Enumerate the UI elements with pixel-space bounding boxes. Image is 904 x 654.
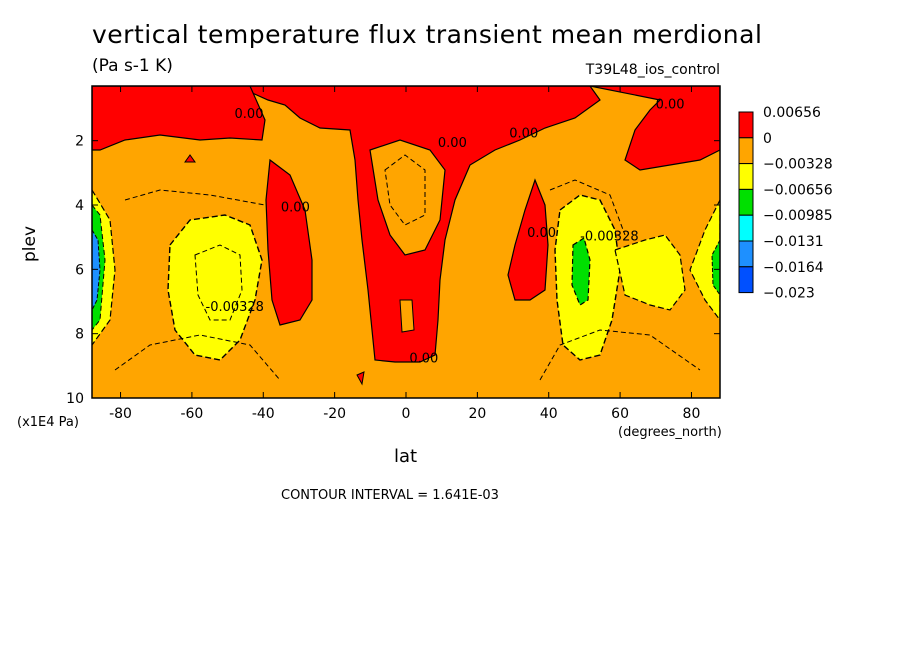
x-tick-label: -40	[252, 406, 275, 422]
y-tick-label: 2	[75, 134, 84, 150]
legend-swatch	[738, 111, 754, 139]
contour-labels: 0.00 0.00 0.00 0.00 0.00 0.00 0.00 -0.00328 -0.0…	[206, 98, 685, 367]
x-tick-label: -80	[109, 406, 132, 422]
contour-label: 0.00	[656, 98, 685, 113]
legend-swatch	[738, 188, 754, 216]
contour-label: 0.00	[509, 126, 538, 141]
yellow-region-left	[167, 214, 263, 361]
y-tick-label: 4	[75, 198, 84, 214]
contour-label: -0.00328	[580, 229, 638, 244]
contour-label: -0.00328	[206, 300, 264, 315]
yellow-edge-right	[689, 199, 720, 321]
y-tick-label: 6	[75, 262, 84, 278]
legend-swatch	[738, 163, 754, 190]
x-tick-label: 60	[611, 406, 629, 422]
red-region-topleft	[92, 86, 266, 151]
yellow-region-right-2	[614, 234, 686, 311]
color-legend: 0.00656 0 −0.00328 −0.00656 −0.00985 −0.0131 −…	[738, 105, 833, 302]
dashed-contour-3	[539, 329, 701, 381]
x-axis-label: lat	[394, 446, 418, 467]
orange-hole	[369, 139, 446, 256]
green-region-right	[571, 237, 591, 306]
chart-title: vertical temperature flux transient mean…	[92, 20, 763, 49]
x-tick-label: 40	[540, 406, 558, 422]
contour-interval-note: CONTOUR INTERVAL = 1.641E-03	[281, 488, 499, 503]
x-tick-label: 20	[468, 406, 486, 422]
contour-label: 0.00	[409, 352, 438, 367]
x-axis-ticks: -80 -60 -40 -20 0 20 40 60 80	[109, 86, 700, 422]
contour-label: 0.00	[438, 136, 467, 151]
x-tick-label: -60	[180, 406, 203, 422]
blue-edge-left	[92, 229, 101, 311]
dashed-contour-5	[124, 189, 266, 206]
legend-swatch	[738, 137, 754, 165]
legend-swatch	[738, 240, 754, 268]
contour-fields	[92, 86, 720, 398]
legend-swatch	[738, 214, 754, 242]
contour-label: 0.00	[281, 200, 310, 215]
legend-label: −0.023	[763, 286, 815, 302]
red-region-topright	[589, 86, 720, 171]
dashed-contour-4	[384, 154, 426, 226]
y-tick-label: 8	[75, 327, 84, 343]
legend-label: −0.0164	[763, 260, 824, 276]
green-edge-right	[711, 239, 720, 296]
legend-label: −0.00328	[763, 157, 833, 173]
x-axis-unit: (degrees_north)	[618, 425, 722, 440]
y-axis-unit: (x1E4 Pa)	[17, 415, 79, 430]
chart-units: (Pa s-1 K)	[92, 56, 173, 76]
red-column-right	[507, 178, 549, 301]
red-patch-2	[356, 371, 365, 386]
legend-label: −0.00985	[763, 208, 833, 224]
contour-label: 0.00	[235, 107, 264, 122]
x-tick-label: 0	[402, 406, 411, 422]
x-tick-label: -20	[323, 406, 346, 422]
legend-label: −0.00656	[763, 182, 833, 198]
red-patch-1	[184, 154, 196, 163]
red-column-left	[265, 158, 313, 326]
orange-hole-2	[399, 299, 415, 333]
y-axis-ticks: 2 4 6 8 10	[66, 134, 720, 407]
y-tick-label: 10	[66, 391, 84, 407]
dashed-contour-2	[114, 334, 281, 381]
dashed-contour-1	[194, 244, 243, 321]
experiment-label: T39L48_ios_control	[585, 62, 720, 78]
x-tick-label: 80	[683, 406, 701, 422]
legend-swatch	[738, 266, 754, 294]
legend-label: 0.00656	[763, 105, 821, 121]
contour-label: 0.00	[527, 226, 556, 241]
legend-label: −0.0131	[763, 234, 824, 250]
legend-label: 0	[763, 131, 772, 147]
